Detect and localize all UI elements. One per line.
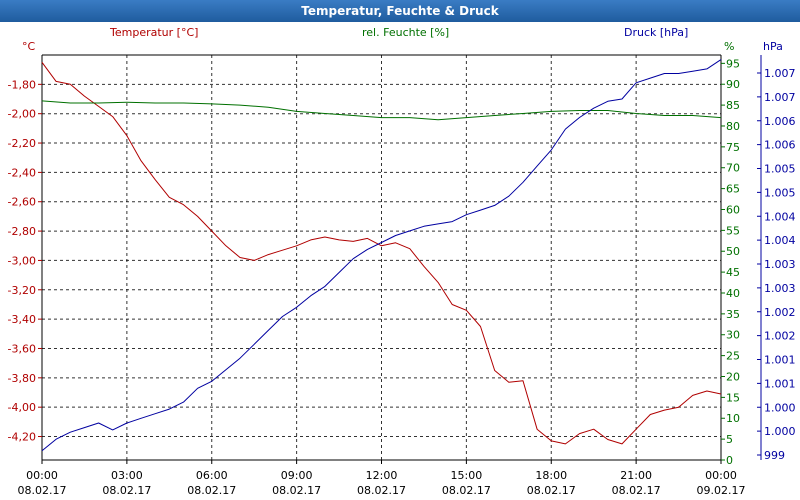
humidity-tick-label: 45 — [726, 266, 740, 279]
chart: °C Temperatur [°C] rel. Feuchte [%] Druck [… — [8, 26, 796, 497]
pressure-tick-label: 1.001 — [764, 354, 796, 367]
humidity-tick-label: 70 — [726, 162, 740, 175]
pressure-tick-label: 1.005 — [764, 186, 796, 199]
humidity-line — [41, 100, 722, 121]
temperature-tick-label: -3,80 — [8, 372, 36, 385]
x-tick-date-label: 08.02.17 — [612, 484, 661, 497]
humidity-tick-label: 55 — [726, 224, 740, 237]
temperature-line — [41, 62, 722, 445]
pressure-tick-label: 1.000 — [764, 401, 796, 414]
pressure-unit-label: hPa — [763, 40, 783, 53]
humidity-tick-label: 85 — [726, 99, 740, 112]
x-tick-date-label: 08.02.17 — [187, 484, 236, 497]
pressure-tick-label: 1.002 — [764, 330, 796, 343]
pressure-tick-label: 1.004 — [764, 234, 796, 247]
temperature-tick-label: -2,00 — [8, 108, 36, 121]
x-tick-time-label: 15:00 — [451, 469, 483, 482]
pressure-legend: Druck [hPa] — [624, 26, 688, 39]
humidity-tick-label: 0 — [726, 454, 733, 467]
temperature-tick-label: -3,00 — [8, 254, 36, 267]
humidity-tick-label: 10 — [726, 412, 740, 425]
pressure-tick-label: 1.003 — [764, 282, 796, 295]
x-tick-date-label: 08.02.17 — [442, 484, 491, 497]
humidity-tick-label: 30 — [726, 329, 740, 342]
pressure-line — [41, 59, 722, 452]
pressure-tick-label: 1.007 — [764, 91, 796, 104]
humidity-unit-label: % — [724, 40, 734, 53]
x-tick-date-label: 08.02.17 — [102, 484, 151, 497]
humidity-tick-label: 80 — [726, 120, 740, 133]
humidity-tick-label: 90 — [726, 78, 740, 91]
x-tick-time-label: 21:00 — [620, 469, 652, 482]
temperature-tick-label: -4,20 — [8, 431, 36, 444]
temperature-legend: Temperatur [°C] — [109, 26, 198, 39]
temperature-unit-label: °C — [22, 40, 36, 53]
x-tick-time-label: 18:00 — [535, 469, 567, 482]
x-tick-date-label: 08.02.17 — [527, 484, 576, 497]
temperature-tick-label: -2,20 — [8, 137, 36, 150]
pressure-tick-label: 1.000 — [764, 425, 796, 438]
humidity-tick-label: 60 — [726, 203, 740, 216]
temperature-tick-label: -1,80 — [8, 78, 36, 91]
x-tick-time-label: 00:00 — [705, 469, 737, 482]
pressure-tick-label: 1.001 — [764, 377, 796, 390]
temperature-tick-label: -2,60 — [8, 196, 36, 209]
x-tick-time-label: 09:00 — [281, 469, 313, 482]
pressure-tick-label: 1.002 — [764, 306, 796, 319]
temperature-tick-label: -2,80 — [8, 225, 36, 238]
window-title: Temperatur, Feuchte & Druck — [0, 0, 800, 22]
pressure-tick-label: 1.003 — [764, 258, 796, 271]
x-tick-time-label: 00:00 — [26, 469, 58, 482]
x-tick-time-label: 06:00 — [196, 469, 228, 482]
temperature-tick-label: -3,20 — [8, 284, 36, 297]
temperature-tick-label: -2,40 — [8, 166, 36, 179]
x-tick-time-label: 12:00 — [366, 469, 398, 482]
humidity-tick-label: 40 — [726, 287, 740, 300]
pressure-tick-label: 999 — [764, 449, 785, 462]
temperature-tick-label: -3,40 — [8, 313, 36, 326]
humidity-tick-label: 65 — [726, 183, 740, 196]
x-tick-date-label: 08.02.17 — [357, 484, 406, 497]
humidity-tick-label: 20 — [726, 370, 740, 383]
humidity-tick-label: 5 — [726, 433, 733, 446]
x-tick-date-label: 08.02.17 — [272, 484, 321, 497]
humidity-tick-label: 25 — [726, 350, 740, 363]
humidity-tick-label: 50 — [726, 245, 740, 258]
humidity-tick-label: 75 — [726, 141, 740, 154]
temperature-tick-label: -4,00 — [8, 401, 36, 414]
pressure-tick-label: 1.007 — [764, 67, 796, 80]
x-tick-time-label: 03:00 — [111, 469, 143, 482]
humidity-tick-label: 15 — [726, 391, 740, 404]
humidity-legend: rel. Feuchte [%] — [362, 26, 449, 39]
pressure-tick-label: 1.005 — [764, 163, 796, 176]
pressure-tick-label: 1.004 — [764, 210, 796, 223]
humidity-tick-label: 95 — [726, 57, 740, 70]
pressure-tick-label: 1.006 — [764, 115, 796, 128]
x-tick-date-label: 08.02.17 — [18, 484, 67, 497]
temperature-tick-label: -3,60 — [8, 342, 36, 355]
pressure-tick-label: 1.006 — [764, 139, 796, 152]
humidity-tick-label: 35 — [726, 308, 740, 321]
x-tick-date-label: 09.02.17 — [697, 484, 746, 497]
